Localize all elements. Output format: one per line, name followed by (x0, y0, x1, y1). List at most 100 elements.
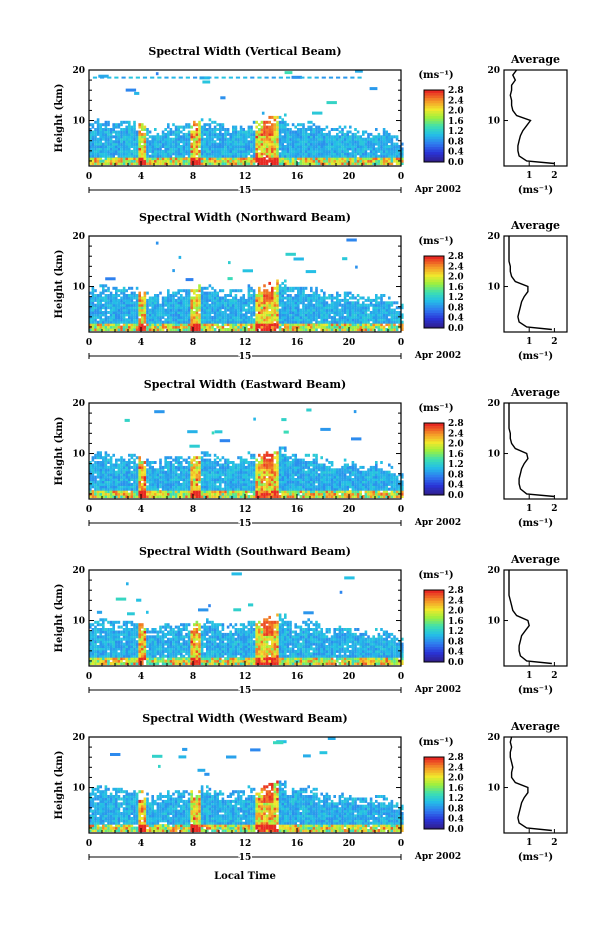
heatmap-cell (112, 487, 115, 491)
heatmap-cell (130, 315, 134, 319)
heatmap-cell (232, 328, 235, 331)
heatmap-cell (229, 473, 232, 477)
heatmap-cell (146, 306, 149, 310)
heatmap-cell (302, 128, 305, 131)
heatmap-cell (213, 145, 217, 148)
heatmap-cell (271, 492, 274, 496)
heatmap-cell (91, 490, 95, 494)
heatmap-cell (187, 135, 191, 139)
heatmap-cell (120, 308, 123, 312)
heatmap-cell (200, 159, 204, 163)
heatmap-cell (148, 147, 152, 151)
heatmap-cell (216, 308, 219, 312)
heatmap-cell (359, 318, 362, 322)
heatmap-cell (351, 137, 355, 141)
heatmap-cell (89, 470, 92, 474)
heatmap-cell (104, 480, 108, 484)
heatmap-cell (151, 162, 154, 165)
heatmap-cell (193, 130, 196, 134)
heatmap-cell (247, 475, 251, 479)
heatmap-cell (232, 128, 235, 131)
heatmap-cell (364, 159, 368, 163)
heatmap-cell (104, 495, 108, 498)
heatmap-cell (343, 162, 347, 165)
heatmap-cell (372, 298, 375, 302)
heatmap-cell (154, 320, 157, 324)
heatmap-cell (117, 323, 121, 327)
heatmap-cell (94, 130, 97, 134)
heatmap-cell (206, 294, 209, 297)
heatmap-cell (91, 315, 95, 319)
heatmap-cell (234, 328, 238, 331)
heatmap-cell (143, 478, 147, 481)
heatmap-cell (135, 76, 140, 79)
heatmap-cell (167, 480, 170, 484)
heatmap-cell (221, 323, 225, 327)
heatmap-cell (96, 294, 100, 297)
heatmap-cell (117, 313, 121, 317)
heatmap-cell (96, 130, 100, 134)
heatmap-cell (247, 296, 251, 300)
heatmap-cell (390, 308, 394, 312)
heatmap-cell (164, 465, 167, 469)
heatmap-cell (169, 323, 173, 327)
heatmap-cell (234, 152, 238, 156)
heatmap-cell (104, 306, 108, 310)
heatmap-cell (328, 159, 331, 163)
heatmap-cell (135, 487, 139, 491)
heatmap-cell (154, 137, 157, 141)
heatmap-cell (216, 463, 219, 467)
heatmap-cell (98, 74, 109, 78)
heatmap-cell (172, 490, 175, 494)
heatmap-cell (148, 135, 152, 139)
heatmap-cell (221, 298, 225, 302)
heatmap-cell (190, 480, 193, 484)
heatmap-cell (125, 482, 128, 486)
heatmap-cell (291, 296, 295, 300)
heatmap-cell (156, 152, 160, 156)
heatmap-cell (143, 142, 147, 146)
heatmap-cell (109, 456, 113, 460)
heatmap-cell (304, 145, 308, 148)
heatmap-cell (388, 162, 391, 165)
heatmap-cell (281, 315, 284, 319)
heatmap-cell (102, 473, 105, 477)
heatmap-cell (234, 320, 238, 324)
heatmap-cell (237, 492, 240, 496)
heatmap-cell (380, 328, 383, 331)
heatmap-cell (91, 286, 95, 290)
colorbar-swatch (424, 299, 444, 303)
heatmap-cell (190, 147, 193, 151)
heatmap-cell (133, 132, 136, 136)
heatmap-cell (355, 265, 358, 269)
heatmap-cell (146, 458, 149, 462)
heatmap-cell (349, 162, 352, 165)
heatmap-cell (278, 323, 282, 327)
heatmap-cell (294, 149, 297, 153)
heatmap-cell (211, 487, 214, 491)
heatmap-cell (268, 130, 271, 134)
heatmap-cell (177, 480, 180, 484)
heatmap-cell (104, 301, 108, 305)
heatmap-cell (193, 120, 196, 124)
heatmap-cell (128, 461, 131, 464)
heatmap-cell (143, 135, 147, 139)
heatmap-cell (174, 303, 178, 307)
heatmap-cell (208, 311, 212, 314)
heatmap-cell (349, 323, 352, 327)
heatmap-cell (328, 303, 331, 307)
heatmap-cell (135, 325, 139, 329)
heatmap-cell (117, 470, 121, 474)
heatmap-cell (226, 298, 230, 302)
heatmap-cell (182, 311, 186, 314)
heatmap-cell (284, 157, 287, 161)
heatmap-cell (96, 306, 100, 310)
heatmap-cell (112, 303, 115, 307)
heatmap-cell (263, 325, 266, 329)
heatmap-cell (232, 478, 235, 481)
heatmap-cell (174, 135, 178, 139)
heatmap-cell (268, 147, 271, 151)
colorbar-swatch (424, 297, 444, 301)
heatmap-cell (250, 128, 253, 131)
heatmap-cell (239, 495, 243, 498)
